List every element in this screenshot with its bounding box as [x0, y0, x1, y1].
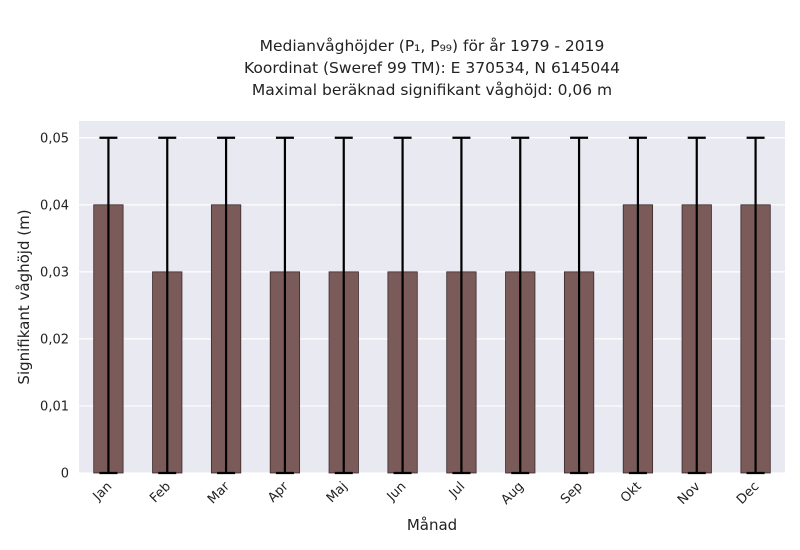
error-bar-jan: [99, 136, 118, 475]
x-tick-label: Mar: [205, 479, 233, 507]
x-tick-label: Nov: [675, 479, 704, 508]
y-tick-label: 0,05: [40, 131, 69, 146]
chart-title-line: Maximal beräknad signifikant våghöjd: 0,…: [252, 81, 612, 99]
x-tick-label: Sep: [558, 479, 586, 507]
y-tick-label: 0,02: [40, 332, 69, 347]
y-tick-label: 0: [61, 467, 69, 482]
error-bar-okt: [628, 136, 647, 475]
error-bar-apr: [275, 136, 294, 475]
y-gridlines: [79, 137, 785, 474]
x-tick-label: Jul: [446, 479, 468, 501]
error-bar-dec: [746, 136, 765, 475]
x-tick-label: Maj: [324, 479, 351, 506]
y-tick-label: 0,03: [40, 265, 69, 280]
x-tick-label: Jan: [90, 479, 115, 504]
chart-title-line: Koordinat (Sweref 99 TM): E 370534, N 61…: [244, 59, 620, 77]
y-tick-label: 0,01: [40, 399, 69, 414]
error-bar-nov: [687, 136, 706, 475]
error-bar-feb: [158, 136, 177, 475]
x-tick-label: Apr: [265, 479, 292, 506]
y-tick-labels: 0 0,01 0,02 0,03 0,04 0,05: [40, 131, 69, 481]
error-bar-aug: [511, 136, 530, 475]
x-tick-label: Okt: [618, 479, 645, 506]
error-bar-sep: [570, 136, 589, 475]
error-bars: [99, 136, 765, 475]
chart-title-line: Medianvåghöjder (P₁, P₉₉) för år 1979 - …: [260, 37, 605, 55]
x-tick-label: Feb: [147, 479, 174, 506]
x-tick-label: Aug: [499, 479, 528, 508]
plot-area: [79, 121, 785, 473]
x-axis-label: Månad: [407, 516, 457, 534]
error-bar-mar: [217, 136, 236, 475]
chart-title: Medianvåghöjder (P₁, P₉₉) för år 1979 - …: [244, 37, 620, 99]
error-bar-jun: [393, 136, 412, 475]
y-tick-label: 0,04: [40, 198, 69, 213]
x-tick-label: Dec: [734, 479, 762, 507]
error-bar-maj: [334, 136, 353, 475]
y-axis-label: Signifikant våghöjd (m): [15, 209, 33, 384]
x-tick-label: Jun: [384, 479, 410, 505]
error-bar-jul: [452, 136, 471, 475]
x-tick-labels: Jan Feb Mar Apr Maj Jun Jul Aug Sep Okt Nov Dec: [90, 479, 763, 508]
